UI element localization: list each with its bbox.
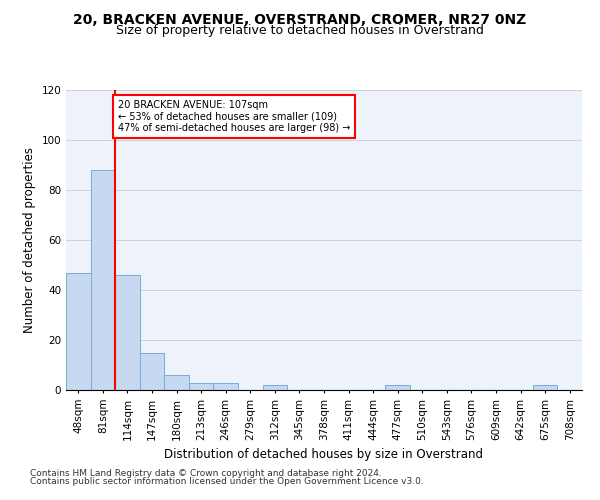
Bar bbox=[533, 385, 557, 390]
Bar bbox=[189, 382, 214, 390]
Y-axis label: Number of detached properties: Number of detached properties bbox=[23, 147, 36, 333]
Text: Contains HM Land Registry data © Crown copyright and database right 2024.: Contains HM Land Registry data © Crown c… bbox=[30, 468, 382, 477]
Bar bbox=[91, 170, 115, 390]
Text: 20 BRACKEN AVENUE: 107sqm
← 53% of detached houses are smaller (109)
47% of semi: 20 BRACKEN AVENUE: 107sqm ← 53% of detac… bbox=[118, 100, 350, 133]
Bar bbox=[214, 382, 238, 390]
Text: Size of property relative to detached houses in Overstrand: Size of property relative to detached ho… bbox=[116, 24, 484, 37]
Bar bbox=[164, 375, 189, 390]
Bar bbox=[66, 272, 91, 390]
Text: Contains public sector information licensed under the Open Government Licence v3: Contains public sector information licen… bbox=[30, 477, 424, 486]
Bar bbox=[263, 385, 287, 390]
Bar bbox=[140, 352, 164, 390]
Bar bbox=[385, 385, 410, 390]
X-axis label: Distribution of detached houses by size in Overstrand: Distribution of detached houses by size … bbox=[164, 448, 484, 461]
Text: 20, BRACKEN AVENUE, OVERSTRAND, CROMER, NR27 0NZ: 20, BRACKEN AVENUE, OVERSTRAND, CROMER, … bbox=[73, 12, 527, 26]
Bar bbox=[115, 275, 140, 390]
